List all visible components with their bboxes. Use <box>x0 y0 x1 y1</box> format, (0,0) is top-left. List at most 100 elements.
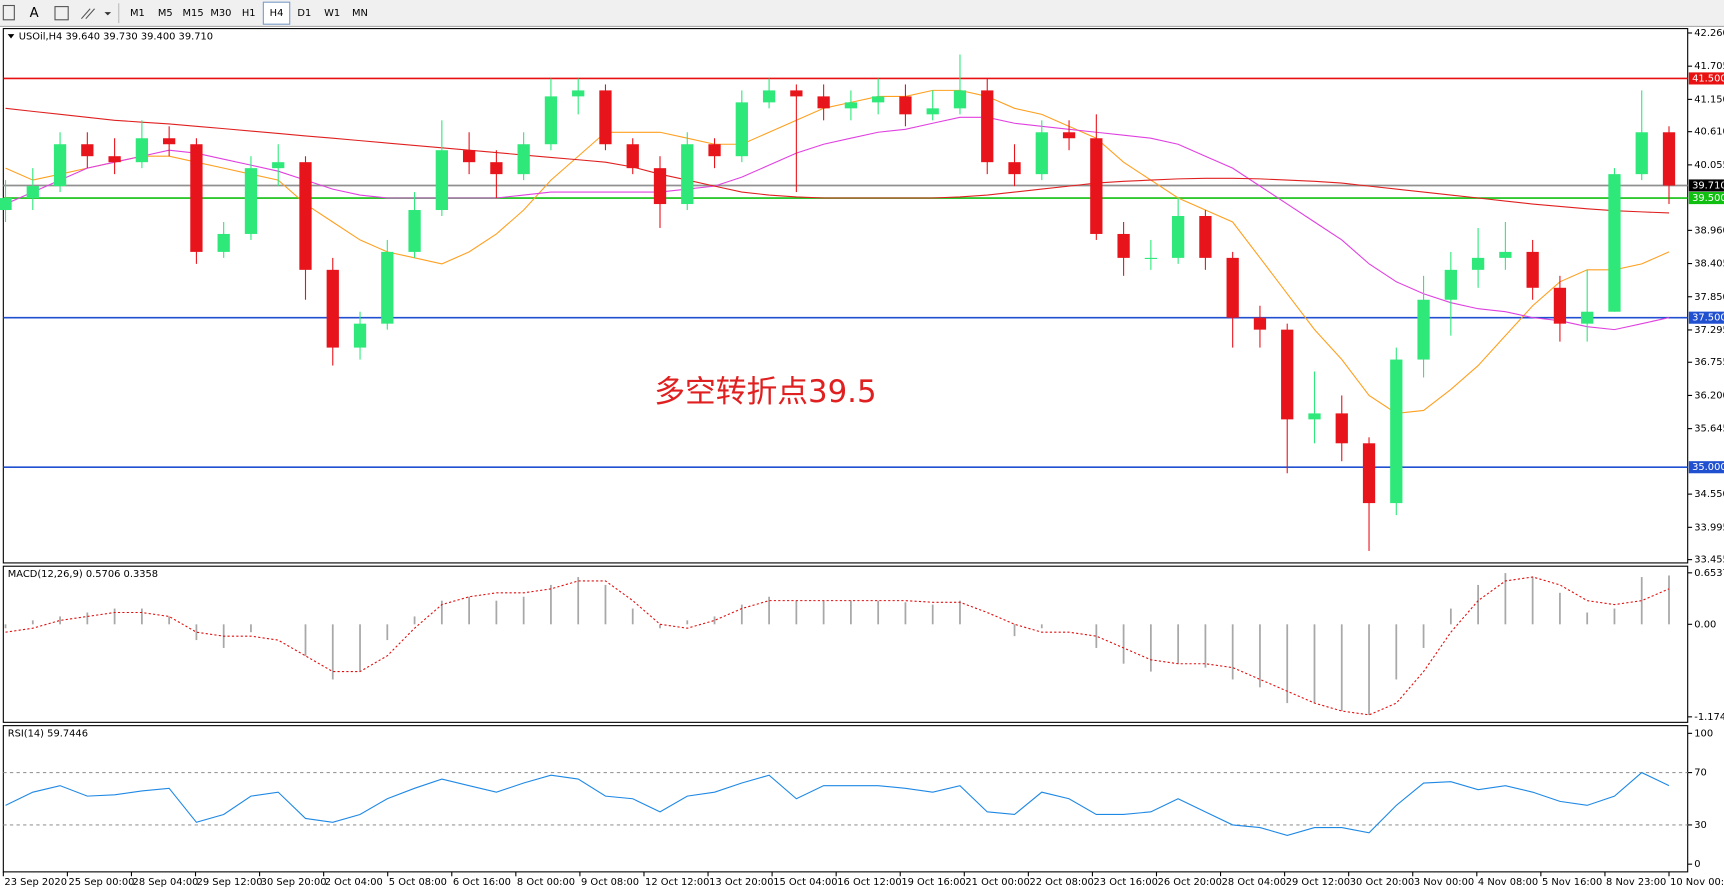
period-label[interactable]: W1 <box>324 8 340 19</box>
period-label[interactable]: M30 <box>210 8 231 19</box>
x-tick-label: 8 Oct 00:00 <box>517 877 575 888</box>
period-label[interactable]: D1 <box>297 8 311 19</box>
macd-bar <box>1286 624 1289 704</box>
candle-body <box>626 144 639 169</box>
macd-bar <box>604 584 607 625</box>
y-tick-label: 42.260 <box>1694 28 1724 39</box>
macd-bar <box>522 596 525 625</box>
period-button[interactable] <box>124 2 151 25</box>
cursor-icon <box>2 4 15 21</box>
y-tick-label: -1.1746 <box>1694 712 1724 723</box>
period-button[interactable] <box>291 2 318 25</box>
moving-average <box>5 107 1670 214</box>
y-tick-label: 35.645 <box>1694 424 1724 435</box>
x-tick-label: 30 Oct 20:00 <box>1350 877 1414 888</box>
candle-body <box>681 144 694 205</box>
candle-body <box>217 233 230 252</box>
period-label[interactable]: H4 <box>270 8 284 19</box>
period-label[interactable]: M1 <box>130 8 145 19</box>
candle-body <box>517 144 530 175</box>
y-tick-label: 37.850 <box>1694 292 1724 303</box>
period-label[interactable]: MN <box>352 8 368 19</box>
period-button[interactable] <box>346 2 374 25</box>
label-icon <box>54 6 69 21</box>
macd-bar <box>959 600 961 625</box>
candle-body <box>1526 251 1539 288</box>
candle-body <box>872 96 885 103</box>
period-label[interactable]: M15 <box>183 8 204 19</box>
y-tick-label: 41.150 <box>1694 94 1724 105</box>
y-tick-label: 100 <box>1694 728 1713 739</box>
candle-body <box>1362 443 1376 504</box>
level-label-box <box>1688 179 1724 192</box>
candle-body <box>244 168 258 234</box>
macd-bar <box>631 608 634 625</box>
x-tick-label: 29 Sep 12:00 <box>197 877 263 888</box>
macd-bar <box>877 600 880 625</box>
y-tick-label: 38.405 <box>1694 259 1724 270</box>
candle-body <box>490 162 503 175</box>
macd-bar <box>4 624 7 629</box>
macd-bar <box>1177 624 1180 664</box>
x-tick-label: 9 Oct 08:00 <box>581 877 639 888</box>
candle-body <box>1008 162 1021 175</box>
y-tick-label: 0 <box>1694 859 1700 870</box>
x-tick-label: 12 Oct 12:00 <box>645 877 709 888</box>
candle-body <box>1390 359 1403 504</box>
toolbar-icons <box>2 3 120 24</box>
macd-bar <box>331 624 334 680</box>
macd-bar <box>1531 577 1534 625</box>
dropdown-icon[interactable] <box>104 12 112 16</box>
candle-body <box>981 90 994 163</box>
level-label-box <box>1688 311 1724 324</box>
x-tick-label: 4 Nov 08:00 <box>1478 877 1538 888</box>
macd-bar <box>440 600 443 625</box>
candle-body <box>53 144 67 187</box>
x-tick-label: 15 Oct 04:00 <box>773 877 837 888</box>
level-label: 35.000 <box>1692 462 1724 473</box>
candle-body <box>653 168 667 205</box>
macd-bar <box>1613 608 1616 625</box>
candle-body <box>1172 216 1185 258</box>
macd-bar <box>1449 608 1452 625</box>
candle-body <box>708 144 721 157</box>
level-label: 39.500 <box>1692 193 1724 204</box>
x-tick-label: 2 Oct 04:00 <box>325 877 383 888</box>
candle-body <box>926 108 939 115</box>
candle-body <box>135 138 149 163</box>
period-label[interactable]: M5 <box>158 8 173 19</box>
y-tick-label: 36.200 <box>1694 390 1724 401</box>
macd-bar <box>359 624 361 672</box>
x-tick-label: 8 Nov 23:00 <box>1606 877 1666 888</box>
candle-body <box>572 90 585 97</box>
shapes-icon[interactable] <box>80 8 95 20</box>
candle-body <box>163 138 176 145</box>
y-tick-label: 41.705 <box>1694 61 1724 72</box>
x-tick-label: 30 Sep 20:00 <box>261 877 327 888</box>
period-button[interactable] <box>318 2 346 25</box>
candle-body <box>1117 233 1130 258</box>
period-button[interactable] <box>262 1 291 25</box>
macd-bar <box>1013 624 1016 637</box>
macd-bar <box>140 608 143 625</box>
x-tick-label: 23 Sep 2020 <box>4 877 67 888</box>
candle-body <box>1253 317 1267 330</box>
macd-bar <box>1231 624 1234 680</box>
y-tick-label: 38.960 <box>1694 225 1724 236</box>
text-tool[interactable]: A <box>30 6 39 21</box>
macd-bar <box>1259 624 1261 688</box>
y-tick-label: 30 <box>1694 820 1707 831</box>
candle-body <box>762 90 776 103</box>
period-button[interactable] <box>235 2 262 25</box>
x-tick-label: 5 Oct 08:00 <box>389 877 447 888</box>
candle-body <box>1608 174 1621 312</box>
candle-body <box>1499 251 1512 258</box>
period-button[interactable] <box>152 2 179 25</box>
period-button[interactable] <box>207 2 235 25</box>
macd-bar <box>1640 577 1643 625</box>
candle-body <box>1144 257 1158 259</box>
macd-bar <box>659 624 661 629</box>
period-label[interactable]: H1 <box>242 8 256 19</box>
period-button[interactable] <box>179 2 207 25</box>
y-tick-label: 37.295 <box>1694 325 1724 336</box>
